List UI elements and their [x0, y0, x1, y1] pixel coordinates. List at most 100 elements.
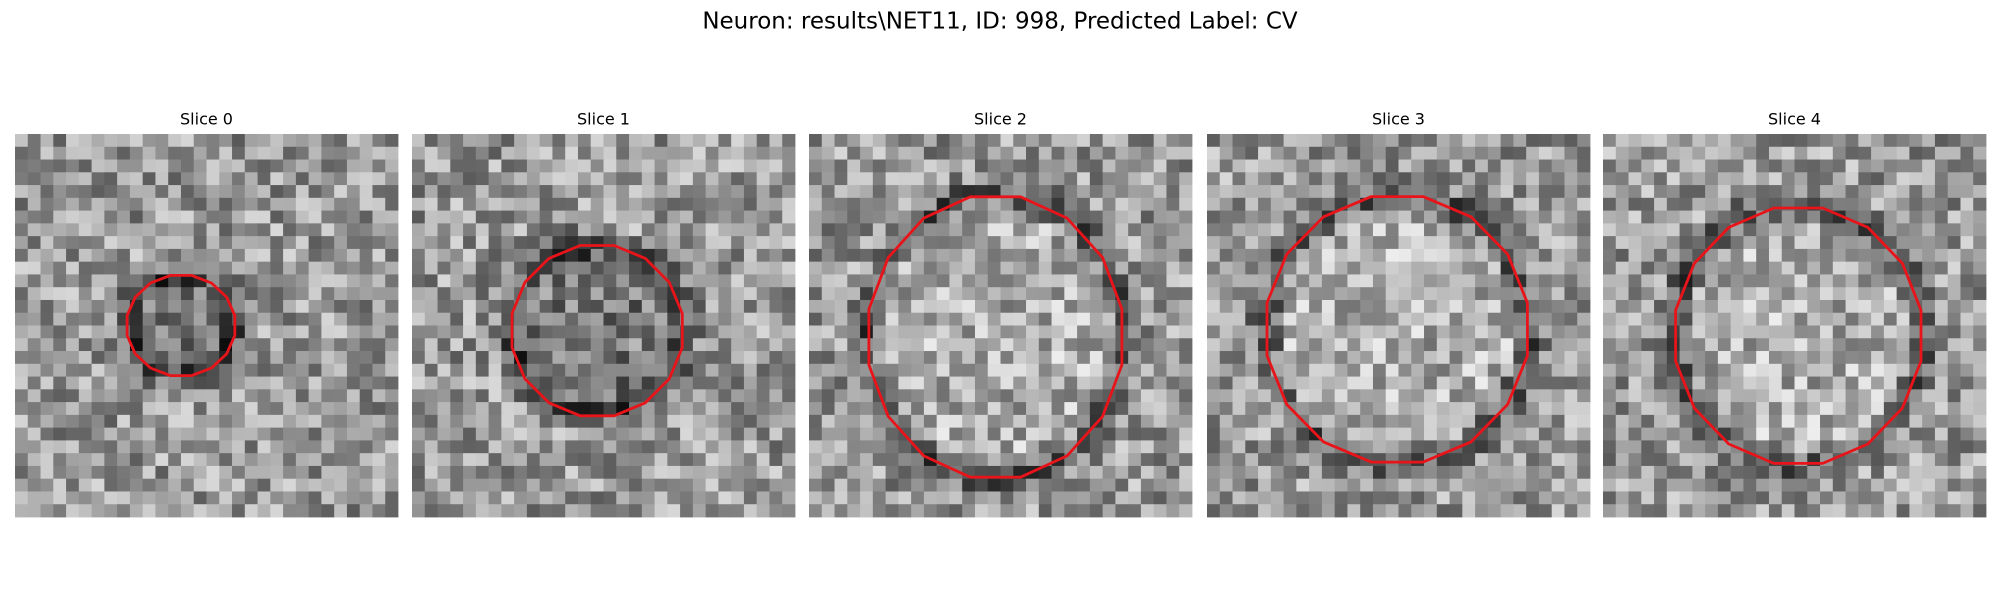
image-pixel [923, 312, 938, 326]
image-pixel [193, 414, 207, 429]
image-pixel [1089, 389, 1104, 403]
image-pixel [1807, 376, 1821, 390]
image-pixel [603, 465, 617, 480]
image-pixel [743, 210, 758, 224]
image-pixel [1526, 363, 1540, 377]
image-pixel [129, 185, 144, 199]
image-pixel [1832, 197, 1846, 211]
image-pixel [104, 299, 118, 314]
image-pixel [295, 312, 310, 326]
image-pixel [334, 299, 348, 314]
image-pixel [1424, 159, 1438, 173]
image-pixel [743, 185, 758, 199]
image-pixel [1245, 440, 1259, 454]
image-pixel [219, 172, 233, 186]
image-pixel [1064, 172, 1078, 186]
image-pixel [346, 389, 361, 403]
image-pixel [1102, 134, 1116, 148]
image-pixel [1245, 389, 1259, 403]
image-pixel [180, 287, 195, 301]
image-pixel [1871, 414, 1885, 429]
image-pixel [1577, 351, 1591, 365]
image-pixel [359, 312, 373, 326]
image-pixel [1398, 287, 1412, 301]
image-pixel [1883, 427, 1898, 441]
image-pixel [1115, 146, 1129, 160]
image-pixel [1551, 236, 1565, 250]
image-pixel [1603, 465, 1617, 480]
image-pixel [616, 338, 630, 352]
image-pixel [1207, 389, 1221, 403]
image-pixel [1500, 427, 1514, 441]
image-pixel [1321, 274, 1336, 288]
image-pixel [1089, 146, 1104, 160]
image-pixel [718, 478, 732, 492]
image-pixel [1296, 325, 1310, 339]
image-pixel [1398, 389, 1412, 403]
image-pixel [1743, 376, 1757, 390]
image-pixel [1102, 287, 1116, 301]
image-pixel [526, 223, 541, 237]
image-pixel [1730, 427, 1744, 441]
image-pixel [654, 236, 668, 250]
image-pixel [180, 376, 195, 390]
image-pixel [372, 414, 386, 429]
image-pixel [334, 248, 348, 263]
image-pixel [552, 504, 566, 518]
image-pixel [91, 504, 105, 518]
image-pixel [911, 465, 925, 480]
image-pixel [1207, 172, 1221, 186]
image-pixel [1077, 159, 1091, 173]
image-pixel [1628, 248, 1642, 263]
image-pixel [782, 376, 796, 390]
image-pixel [1845, 197, 1859, 211]
image-pixel [1781, 363, 1795, 377]
image-pixel [1820, 376, 1834, 390]
image-pixel [885, 299, 899, 314]
image-pixel [334, 491, 348, 505]
image-pixel [936, 478, 950, 492]
image-pixel [1871, 287, 1885, 301]
image-pixel [244, 478, 258, 492]
image-pixel [1449, 453, 1463, 467]
image-pixel [1807, 325, 1821, 339]
image-pixel [488, 185, 502, 199]
image-pixel [705, 248, 719, 263]
image-pixel [1500, 478, 1514, 492]
image-pixel [1896, 248, 1910, 263]
image-pixel [1102, 440, 1116, 454]
image-pixel [412, 427, 426, 441]
image-pixel [1321, 236, 1336, 250]
image-pixel [206, 389, 220, 403]
image-pixel [1140, 427, 1155, 441]
image-pixel [295, 325, 310, 339]
image-pixel [244, 274, 258, 288]
image-pixel [334, 440, 348, 454]
image-pixel [590, 274, 604, 288]
image-pixel [1781, 287, 1795, 301]
image-pixel [1615, 274, 1629, 288]
image-pixel [1232, 376, 1246, 390]
image-pixel [743, 351, 758, 365]
image-pixel [334, 159, 348, 173]
image-pixel [1538, 491, 1553, 505]
image-pixel [424, 351, 438, 365]
image-pixel [488, 261, 502, 275]
image-pixel [321, 312, 335, 326]
image-pixel [1436, 338, 1450, 352]
image-pixel [782, 325, 796, 339]
image-pixel [1628, 236, 1642, 250]
image-pixel [1717, 159, 1732, 173]
image-pixel [1858, 414, 1872, 429]
image-pixel [1845, 351, 1859, 365]
image-pixel [1705, 274, 1719, 288]
image-pixel [1551, 146, 1565, 160]
image-pixel [526, 402, 541, 416]
image-pixel [1641, 146, 1655, 160]
image-pixel [552, 197, 566, 211]
image-pixel [66, 172, 80, 186]
image-pixel [437, 363, 451, 377]
image-pixel [974, 248, 989, 263]
image-pixel [257, 338, 271, 352]
image-pixel [1909, 465, 1923, 480]
